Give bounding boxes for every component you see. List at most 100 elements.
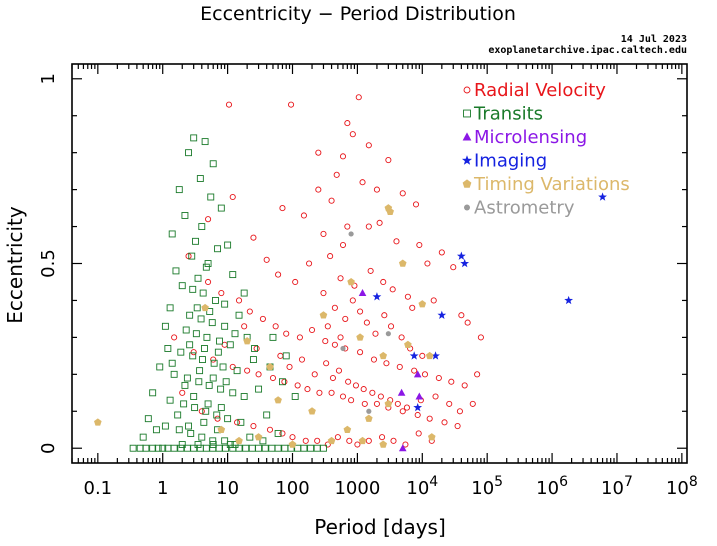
data-point: [202, 263, 210, 271]
data-point: [221, 437, 229, 445]
data-point: [384, 399, 393, 408]
data-point: [201, 138, 209, 146]
data-point: [331, 341, 338, 348]
data-point: [304, 386, 311, 393]
data-point: [365, 142, 372, 149]
data-point: [399, 190, 406, 197]
data-point: [564, 295, 574, 305]
data-point: [365, 414, 373, 422]
data-point: [376, 219, 383, 226]
data-point: [189, 352, 197, 360]
data-point: [298, 356, 306, 363]
data-point: [199, 356, 206, 364]
data-point: [94, 418, 102, 426]
data-point: [244, 367, 251, 374]
data-point: [367, 267, 374, 274]
data-point: [198, 223, 206, 231]
data-point: [425, 351, 434, 360]
data-point: [196, 444, 204, 452]
legend-label: Timing Variations: [473, 174, 630, 195]
data-point: [259, 315, 266, 322]
data-point: [281, 378, 288, 385]
data-point: [404, 293, 411, 300]
data-point: [322, 338, 329, 345]
data-point: [461, 382, 468, 389]
data-point: [152, 426, 160, 434]
data-point: [248, 444, 256, 452]
data-point: [456, 408, 463, 415]
data-point: [200, 418, 208, 426]
data-point: [217, 404, 225, 412]
data-point: [279, 430, 286, 437]
data-point: [275, 271, 282, 278]
data-point: [179, 389, 186, 396]
data-point: [142, 444, 150, 452]
data-point: [229, 389, 237, 397]
x-tick-exponent: 5: [494, 474, 503, 490]
data-point: [240, 289, 248, 297]
data-point: [214, 415, 221, 422]
data-point: [194, 441, 202, 448]
data-point: [181, 212, 189, 219]
data-point: [229, 271, 237, 279]
data-point: [231, 441, 239, 448]
data-point: [190, 349, 197, 356]
data-point: [279, 205, 286, 212]
data-point: [416, 241, 423, 249]
y-tick-label: 0.5: [38, 249, 59, 278]
data-point: [383, 360, 390, 367]
data-point: [315, 149, 322, 156]
x-tick-base: 10: [471, 478, 494, 499]
data-point: [351, 282, 358, 289]
data-point: [291, 393, 299, 400]
data-points: [94, 94, 607, 452]
data-point: [198, 433, 206, 441]
data-point: [328, 389, 335, 396]
data-point: [316, 389, 323, 396]
data-point: [185, 149, 192, 157]
data-point: [208, 319, 216, 327]
data-point: [413, 370, 422, 378]
data-point: [398, 444, 407, 452]
data-point: [181, 381, 189, 389]
data-point: [197, 315, 205, 323]
data-point: [396, 363, 403, 370]
data-point: [214, 245, 222, 253]
legend-marker: [464, 204, 470, 211]
data-point: [282, 352, 290, 360]
data-point: [477, 334, 484, 341]
data-point: [196, 175, 204, 182]
data-point: [249, 356, 257, 364]
data-point: [339, 241, 347, 249]
data-point: [346, 437, 353, 444]
data-point: [324, 441, 331, 448]
data-point: [412, 201, 420, 208]
data-point: [261, 444, 269, 452]
data-point: [356, 333, 364, 341]
data-point: [202, 407, 210, 415]
data-point: [307, 444, 315, 452]
series-microlensing: [358, 289, 424, 452]
data-point: [306, 260, 313, 267]
series-transits: [129, 134, 327, 452]
data-point: [339, 153, 347, 160]
data-point: [469, 400, 476, 407]
data-point: [389, 286, 396, 293]
data-point: [229, 444, 237, 452]
data-point: [456, 251, 466, 260]
data-point: [320, 290, 327, 297]
data-point: [404, 340, 412, 349]
data-point: [343, 425, 352, 433]
data-point: [313, 444, 321, 452]
data-point: [289, 434, 296, 441]
y-axis: 00.51: [38, 73, 687, 454]
data-point: [201, 345, 208, 352]
chart-date: 14 Jul 2023: [621, 34, 687, 45]
data-point: [435, 374, 442, 382]
legend-marker: [463, 109, 471, 118]
data-point: [175, 186, 183, 194]
data-point: [209, 441, 217, 448]
data-point: [424, 260, 431, 267]
data-point: [398, 259, 407, 267]
data-point: [233, 367, 241, 375]
